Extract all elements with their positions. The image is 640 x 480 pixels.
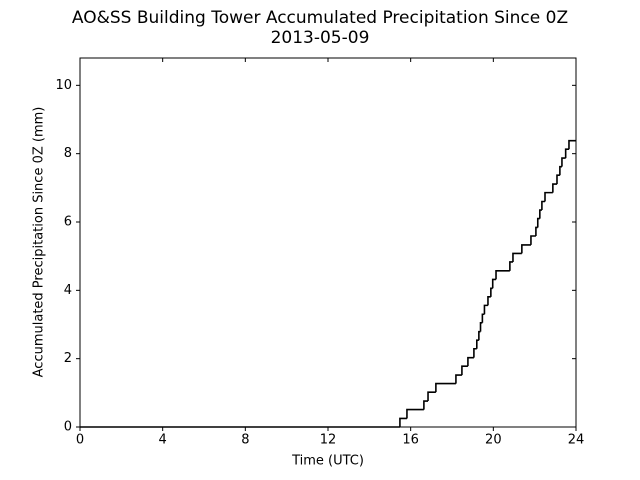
- step-segment: [479, 321, 483, 332]
- step-segment: [399, 417, 407, 427]
- step-segment: [427, 391, 436, 402]
- step-segment: [556, 174, 560, 185]
- step-segment: [559, 165, 562, 176]
- chart-title: AO&SS Building Tower Accumulated Precipi…: [72, 8, 568, 28]
- step-segment: [478, 330, 481, 341]
- step-segment: [530, 235, 536, 245]
- step-segment: [521, 244, 531, 254]
- step-segment: [473, 347, 477, 358]
- step-segment: [561, 157, 566, 167]
- y-tick-label: 2: [64, 351, 72, 366]
- x-tick-label: 12: [320, 433, 337, 448]
- step-segment: [539, 209, 542, 219]
- step-segment: [509, 261, 513, 271]
- y-tick-label: 8: [64, 146, 72, 161]
- step-segment: [476, 339, 479, 349]
- step-segment: [455, 374, 462, 384]
- x-tick-label: 20: [485, 433, 502, 448]
- step-segment: [544, 191, 553, 202]
- step-segment: [461, 365, 468, 376]
- step-segment: [487, 296, 491, 306]
- step-segment: [435, 382, 456, 393]
- step-segment: [552, 183, 557, 193]
- chart-subtitle: 2013-05-09: [271, 28, 370, 48]
- step-segment: [491, 278, 497, 289]
- step-segment: [535, 226, 538, 237]
- x-tick-label: 16: [402, 433, 419, 448]
- plot-frame: [79, 57, 577, 428]
- step-segment: [483, 304, 488, 315]
- step-segment: [490, 287, 493, 297]
- step-segment: [406, 408, 424, 419]
- step-segment: [541, 200, 545, 211]
- x-axis-label: Time (UTC): [291, 454, 364, 469]
- x-tick-label: 4: [159, 433, 167, 448]
- y-tick-label: 0: [64, 420, 72, 435]
- step-segment: [495, 270, 510, 280]
- y-tick-label: 6: [64, 215, 72, 230]
- y-tick-label: 4: [64, 283, 72, 298]
- y-axis-label: Accumulated Precipitation Since 0Z (mm): [32, 107, 47, 378]
- x-tick-label: 24: [568, 433, 585, 448]
- step-segment: [564, 148, 569, 159]
- step-segment: [423, 400, 429, 410]
- x-tick-label: 0: [76, 433, 84, 448]
- step-segment: [568, 139, 576, 150]
- step-segment: [481, 313, 485, 323]
- step-segment: [512, 252, 522, 262]
- step-segment: [467, 356, 474, 367]
- step-segment: [536, 217, 540, 228]
- x-tick-label: 8: [241, 433, 249, 448]
- y-tick-label: 10: [55, 78, 72, 93]
